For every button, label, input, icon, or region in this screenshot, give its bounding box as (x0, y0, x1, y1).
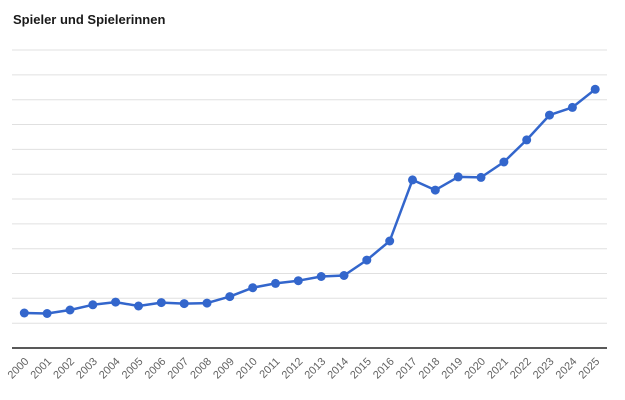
x-tick-label: 2016 (371, 356, 397, 382)
data-point[interactable] (339, 271, 349, 280)
data-point[interactable] (42, 309, 52, 318)
x-tick-label: 2007 (165, 356, 191, 382)
data-point[interactable] (271, 278, 280, 288)
x-tick-label: 2008 (188, 356, 214, 382)
data-point[interactable] (408, 175, 417, 185)
x-tick-label: 2022 (508, 356, 534, 382)
data-point[interactable] (202, 298, 212, 308)
x-tick-label: 2023 (531, 356, 557, 382)
x-tick-label: 2019 (440, 356, 466, 382)
x-axis-labels: 2000200120022003200420052006200720082009… (6, 356, 603, 382)
data-point[interactable] (248, 283, 258, 293)
x-tick-label: 2004 (97, 356, 123, 382)
data-point[interactable] (293, 276, 303, 286)
x-tick-label: 2005 (120, 356, 146, 382)
x-tick-label: 2001 (28, 356, 54, 382)
x-tick-label: 2015 (348, 356, 374, 382)
data-point[interactable] (156, 298, 166, 308)
x-tick-label: 2020 (462, 356, 488, 382)
data-point[interactable] (385, 236, 395, 246)
data-point[interactable] (362, 255, 372, 265)
data-point[interactable] (590, 84, 600, 94)
data-point[interactable] (567, 102, 577, 112)
x-tick-label: 2011 (257, 356, 282, 381)
x-tick-label: 2012 (280, 356, 306, 382)
gridlines (12, 49, 607, 324)
data-point[interactable] (19, 308, 29, 318)
series-line (23, 88, 597, 315)
x-tick-label: 2009 (211, 356, 237, 382)
data-point[interactable] (225, 292, 235, 302)
data-point[interactable] (453, 172, 463, 182)
x-tick-label: 2018 (417, 356, 443, 382)
x-tick-label: 2014 (325, 356, 351, 382)
chart-title: Spieler und Spielerinnen (13, 12, 165, 27)
data-point[interactable] (522, 135, 532, 145)
x-tick-label: 2002 (51, 356, 77, 382)
x-tick-label: 2013 (302, 356, 328, 382)
data-point[interactable] (111, 297, 121, 307)
data-point[interactable] (179, 299, 189, 309)
data-point[interactable] (545, 110, 554, 120)
data-point[interactable] (476, 172, 486, 182)
data-point[interactable] (134, 301, 143, 311)
data-point[interactable] (316, 272, 326, 281)
x-tick-label: 2006 (143, 356, 169, 382)
series-group (19, 84, 600, 318)
x-tick-label: 2000 (6, 356, 32, 382)
x-tick-label: 2010 (234, 356, 260, 382)
x-tick-label: 2024 (554, 356, 580, 382)
data-point[interactable] (88, 300, 98, 310)
data-point[interactable] (499, 157, 509, 167)
data-point[interactable] (65, 305, 75, 315)
x-tick-label: 2021 (485, 356, 511, 382)
x-tick-label: 2025 (577, 356, 603, 382)
x-tick-label: 2017 (394, 356, 420, 382)
data-point[interactable] (430, 185, 440, 195)
x-tick-label: 2003 (74, 356, 100, 382)
